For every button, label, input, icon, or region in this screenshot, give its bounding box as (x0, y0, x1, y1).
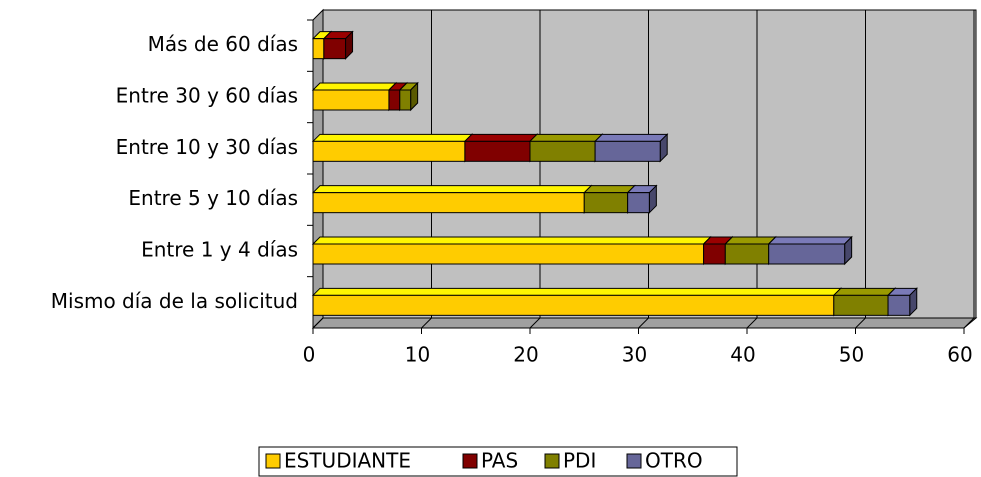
back-wall (322, 9, 977, 319)
bar-segment (593, 133, 669, 163)
bar (312, 294, 835, 316)
legend-swatch (626, 453, 642, 469)
bar-top (311, 287, 843, 296)
x-tick-label: 30 (622, 343, 647, 367)
bar-top (767, 236, 853, 245)
y-tick-label: Entre 10 y 30 días (116, 135, 298, 159)
bar-top (311, 236, 712, 245)
bar (833, 294, 889, 316)
legend-label: ESTUDIANTE (284, 449, 411, 473)
grid-line (963, 317, 975, 329)
grid-line (421, 317, 432, 329)
x-tick-label: 40 (730, 343, 755, 367)
bar-top (832, 287, 897, 296)
bar-segment (832, 287, 897, 317)
y-tick-label: Entre 5 y 10 días (128, 186, 298, 210)
bar-top (311, 133, 474, 142)
bar (312, 140, 466, 162)
legend-swatch (544, 453, 560, 469)
legend-swatch (265, 453, 281, 469)
legend (258, 446, 738, 477)
bar-segment (311, 235, 712, 266)
bar-top (463, 133, 539, 142)
bar-segment (463, 133, 539, 163)
bar (887, 294, 911, 316)
bar (312, 192, 585, 214)
x-tick-label: 0 (303, 343, 316, 367)
bar (312, 38, 325, 60)
bar (724, 243, 770, 265)
bar-top (583, 185, 636, 194)
grid-line (638, 317, 649, 329)
bar-top (528, 133, 604, 142)
bar-top (311, 185, 593, 194)
grid-line (529, 317, 541, 329)
grid-line (746, 317, 758, 329)
legend-label: PAS (481, 449, 518, 473)
bar-segment (724, 235, 777, 266)
bar-segment (311, 287, 843, 317)
bar (399, 89, 412, 111)
bar-segment (583, 184, 636, 214)
y-tick-label: Entre 1 y 4 días (141, 238, 298, 262)
x-tick-label: 50 (839, 343, 864, 367)
bar (627, 192, 650, 214)
bar (388, 89, 401, 111)
bar (323, 38, 347, 60)
bar (312, 89, 390, 111)
bar-segment (528, 133, 604, 163)
bar-segment (886, 287, 918, 317)
y-tick-label: Más de 60 días (148, 32, 298, 56)
y-tick-label: Entre 30 y 60 días (116, 84, 298, 108)
bar (583, 192, 629, 214)
bar (703, 243, 726, 265)
y-tick-label: Mismo día de la solicitud (51, 289, 298, 313)
x-tick-label: 20 (513, 343, 538, 367)
bar-top (311, 82, 398, 91)
grid-line (312, 317, 324, 329)
x-tick-label: 10 (405, 343, 430, 367)
x-tick-label: 60 (947, 343, 972, 367)
bar-segment (626, 184, 658, 214)
bar (768, 243, 846, 265)
bar (464, 140, 531, 162)
bar-segment (311, 133, 474, 163)
legend-swatch (462, 453, 478, 469)
bar-top (724, 236, 777, 245)
bar (529, 140, 596, 162)
floor (311, 317, 978, 329)
bar-segment (767, 235, 853, 266)
grid-line (855, 317, 866, 329)
legend-label: OTRO (645, 449, 703, 473)
bar-segment (322, 30, 354, 60)
bar-top (593, 133, 669, 142)
bar-segment (398, 81, 419, 112)
bar (594, 140, 661, 162)
bar-segment (311, 81, 398, 112)
legend-label: PDI (563, 449, 596, 473)
bar-segment (311, 184, 593, 214)
bar (312, 243, 705, 265)
